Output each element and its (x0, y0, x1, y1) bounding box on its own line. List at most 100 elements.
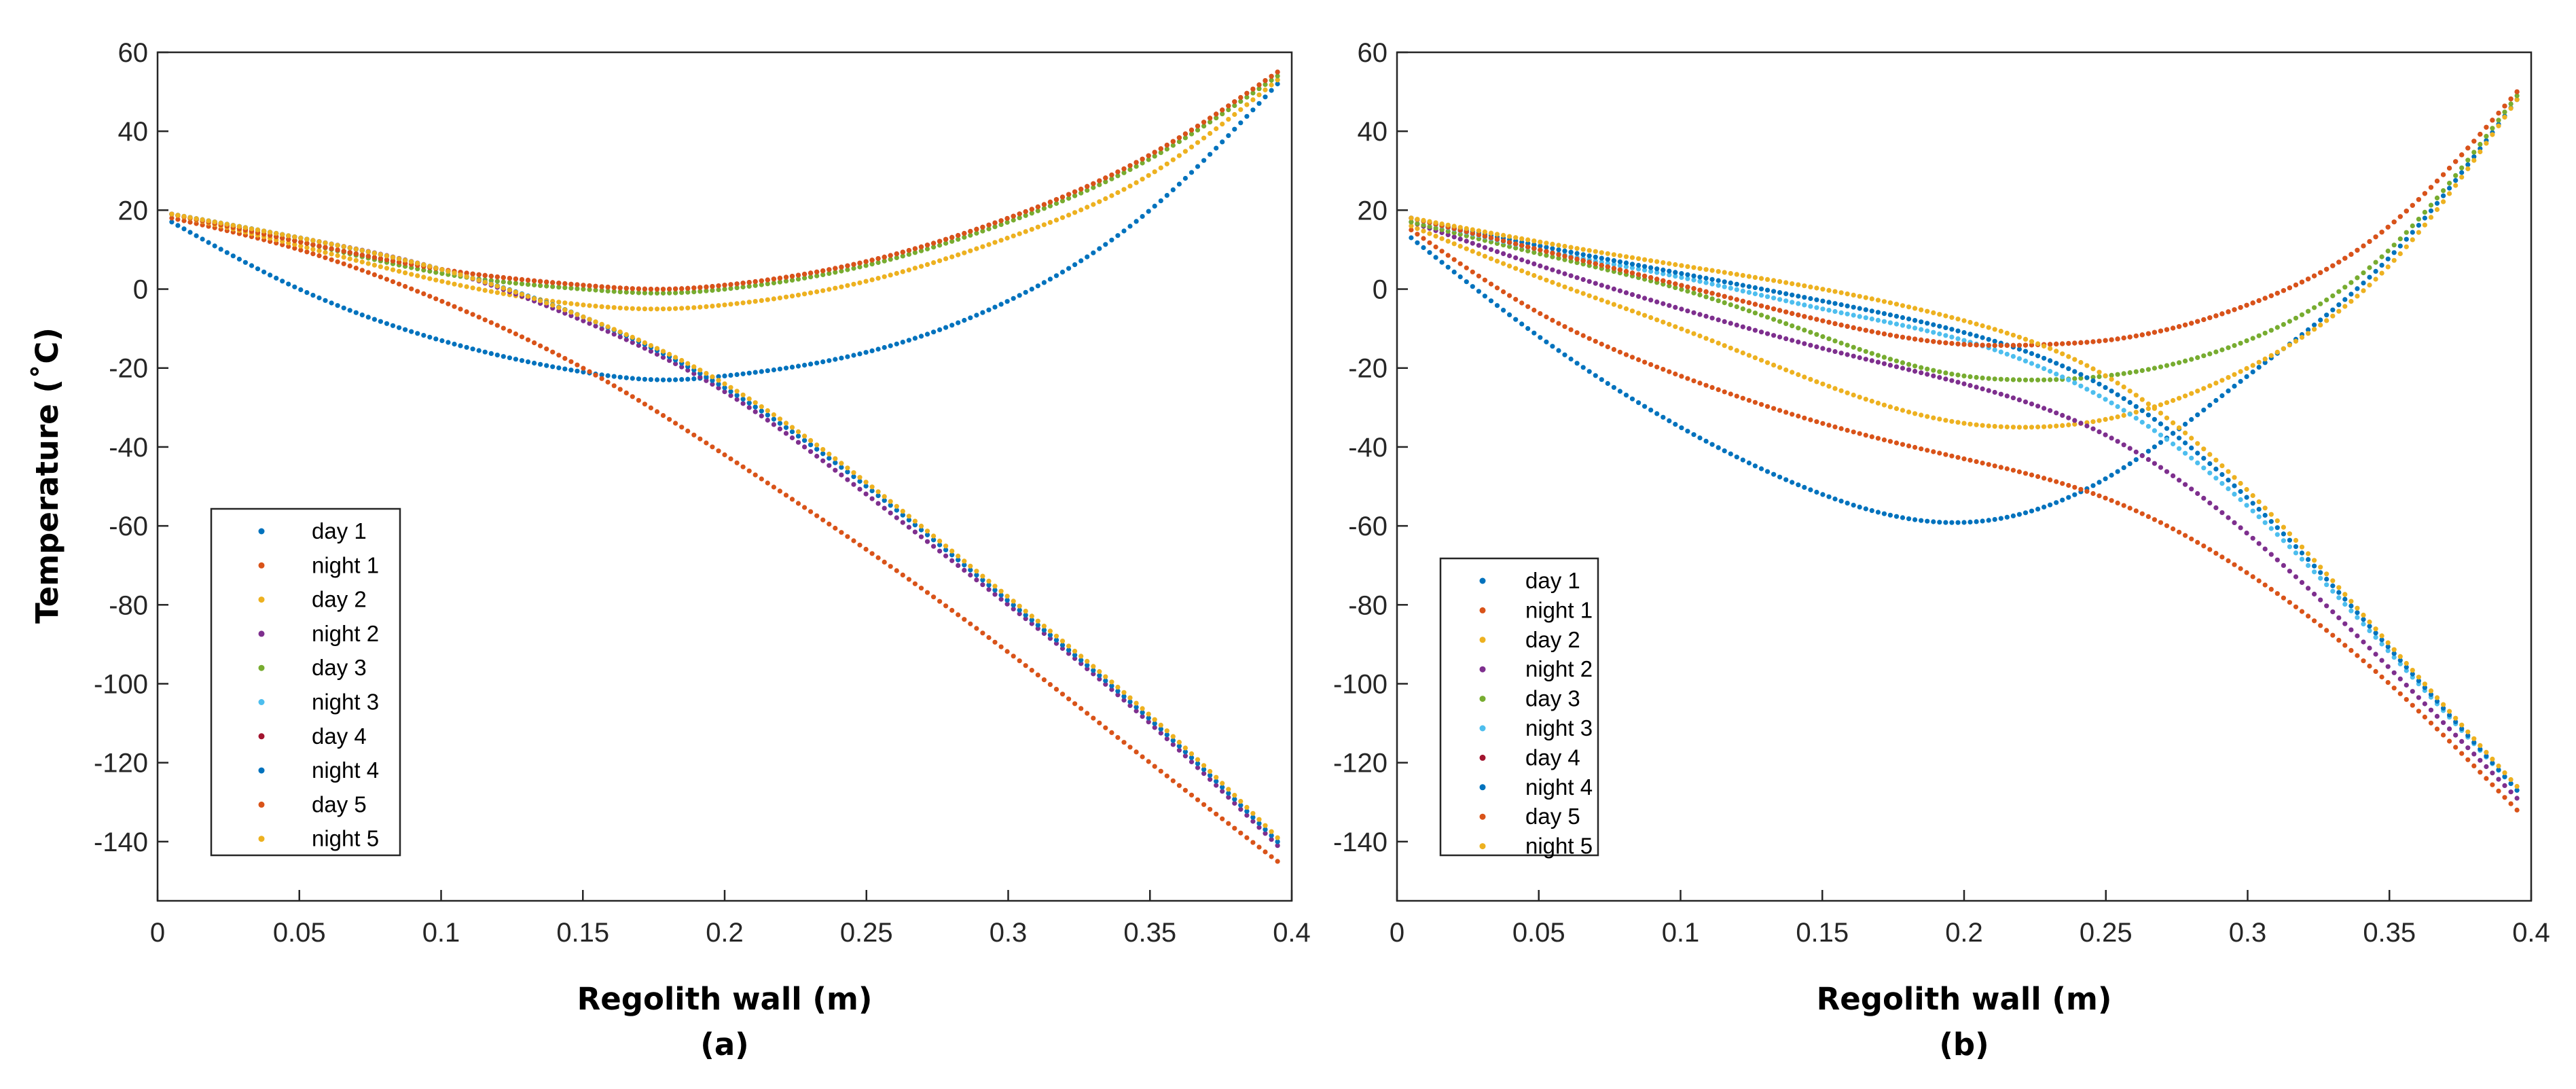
y-tick-label: -100 (94, 669, 148, 699)
data-point (1476, 228, 1481, 234)
data-point (1476, 289, 1481, 294)
data-point (403, 284, 408, 289)
data-point (1115, 169, 1121, 175)
data-point (918, 586, 924, 591)
data-point (353, 247, 359, 252)
data-point (488, 281, 494, 287)
data-point (777, 366, 782, 372)
data-point (789, 497, 795, 502)
data-point (2158, 440, 2164, 445)
data-point (728, 302, 733, 307)
data-point (888, 564, 893, 569)
data-point (280, 242, 285, 247)
data-point (1667, 261, 1672, 266)
data-point (409, 329, 414, 334)
data-point (1826, 347, 1832, 353)
data-point (704, 374, 709, 380)
data-point (2016, 425, 2022, 430)
data-point (1611, 258, 1616, 264)
data-point (1887, 332, 1893, 338)
data-point (2164, 400, 2170, 406)
data-point (1189, 144, 1195, 149)
series-night-2 (169, 211, 1280, 849)
data-point (1109, 176, 1114, 181)
data-point (2232, 372, 2237, 377)
data-point (1814, 305, 1819, 310)
data-point (1716, 269, 1721, 274)
data-point (888, 499, 893, 504)
data-point (458, 272, 463, 278)
data-point (1728, 302, 1733, 308)
data-point (280, 232, 285, 237)
legend-label: night 2 (1525, 656, 1593, 681)
data-point (968, 572, 973, 578)
data-point (550, 280, 556, 285)
data-point (2232, 343, 2237, 349)
data-point (371, 272, 378, 277)
data-point (2207, 500, 2213, 506)
data-point (716, 283, 721, 289)
data-point (1832, 496, 1838, 502)
data-point (642, 376, 648, 382)
data-point (2133, 508, 2139, 514)
data-point (2306, 327, 2311, 332)
data-point (1176, 747, 1182, 753)
data-point (1004, 299, 1010, 304)
data-point (1881, 511, 1887, 516)
data-point (1912, 368, 1918, 374)
data-point (1127, 695, 1133, 700)
data-point (1146, 157, 1151, 162)
data-point (611, 305, 617, 310)
data-point (476, 272, 482, 277)
legend-marker (1479, 637, 1486, 643)
data-point (2048, 342, 2053, 347)
data-point (2287, 342, 2292, 348)
data-point (2072, 418, 2078, 423)
data-point (937, 599, 943, 604)
data-point (1599, 250, 1604, 255)
data-point (2042, 355, 2047, 361)
data-point (1170, 157, 1176, 162)
data-point (882, 559, 887, 565)
data-point (1980, 461, 1985, 466)
data-point (1893, 334, 1900, 339)
data-point (2306, 308, 2311, 314)
data-point (974, 226, 979, 232)
data-point (378, 252, 384, 257)
data-point (771, 422, 776, 427)
data-point (1673, 304, 1678, 310)
data-point (611, 332, 617, 337)
data-point (673, 361, 678, 367)
data-point (206, 240, 211, 245)
data-point (2250, 535, 2255, 541)
data-point (1133, 700, 1139, 706)
data-point (1023, 609, 1028, 614)
data-point (734, 389, 740, 394)
data-point (2355, 286, 2360, 291)
data-point (1722, 300, 1727, 306)
data-point (1445, 238, 1451, 244)
data-point (2361, 281, 2366, 286)
data-point (783, 493, 789, 498)
data-point (1152, 203, 1157, 209)
data-point (802, 444, 808, 450)
data-point (2084, 363, 2090, 368)
data-point (1832, 308, 1838, 315)
data-point (2348, 291, 2354, 297)
data-point (685, 376, 691, 382)
data-point (2299, 312, 2305, 317)
data-point (771, 416, 776, 422)
data-point (956, 563, 961, 569)
data-point (556, 353, 562, 358)
data-point (814, 269, 820, 274)
data-point (2189, 536, 2194, 541)
data-point (1629, 262, 1635, 267)
data-point (2478, 757, 2483, 763)
data-point (415, 289, 420, 294)
data-point (1728, 451, 1733, 457)
data-point (1845, 323, 1850, 329)
data-point (2133, 393, 2139, 398)
data-point (2029, 342, 2035, 348)
data-point (2016, 334, 2022, 340)
data-point (2434, 178, 2440, 184)
